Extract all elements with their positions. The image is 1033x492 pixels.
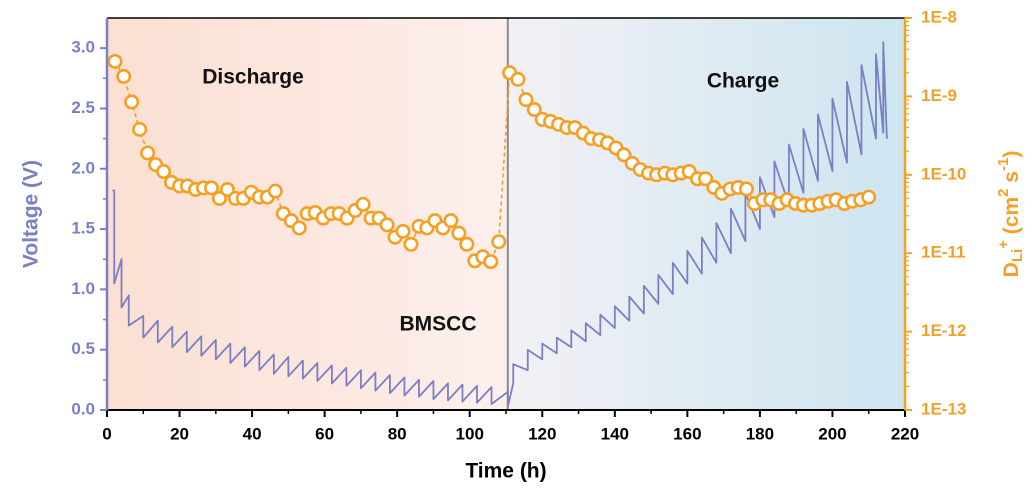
y2-tick-label: 1E-9	[921, 86, 957, 105]
y2-tick-label: 1E-11	[921, 243, 965, 262]
y-tick-label: 2.5	[71, 98, 95, 117]
x-tick-label: 20	[170, 424, 189, 443]
y-tick-label: 1.5	[71, 219, 95, 238]
x-tick-label: 40	[243, 424, 262, 443]
data-point	[443, 213, 459, 229]
annotation: Charge	[707, 70, 779, 93]
x-tick-label: 180	[746, 424, 774, 443]
y2-axis-title-part: )	[1000, 151, 1023, 158]
y2-tick-label: 1E-13	[921, 399, 966, 418]
data-point	[355, 196, 371, 212]
data-point	[403, 236, 419, 252]
data-point	[861, 189, 877, 205]
y2-axis-title: DLi+ (cm2 s-1)	[995, 151, 1026, 278]
y-tick-label: 2.0	[71, 158, 95, 177]
x-tick-label: 120	[528, 424, 556, 443]
y2-axis-title-part: (cm	[1000, 197, 1023, 240]
x-tick-label: 100	[456, 424, 484, 443]
data-point	[107, 53, 123, 69]
x-tick-label: 200	[818, 424, 846, 443]
x-tick-label: 140	[601, 424, 629, 443]
y2-tick-label: 1E-10	[921, 164, 966, 183]
x-tick-label: 220	[891, 424, 919, 443]
data-point	[510, 71, 526, 87]
data-point	[267, 183, 283, 199]
data-point	[451, 225, 467, 241]
y2-axis-title-part: 2	[995, 189, 1012, 197]
y2-tick-label: 1E-8	[921, 7, 957, 26]
data-point	[211, 190, 227, 206]
y-axis-title: Voltage (V)	[20, 160, 43, 268]
y-tick-label: 0.0	[71, 399, 95, 418]
data-point	[483, 254, 499, 270]
x-tick-label: 160	[673, 424, 701, 443]
data-point	[379, 217, 395, 233]
data-point	[156, 164, 172, 180]
data-point	[697, 171, 713, 187]
data-point	[616, 147, 632, 163]
data-point	[132, 121, 148, 137]
y2-axis-title-part: s	[1000, 171, 1023, 189]
charge-region	[507, 18, 905, 410]
data-point	[738, 181, 754, 197]
annotation: BMSCC	[400, 313, 477, 336]
y2-tick-label: 1E-12	[921, 321, 966, 340]
y-tick-label: 0.5	[71, 339, 95, 358]
data-point	[491, 234, 507, 250]
y2-axis-title-part: Li	[1009, 249, 1026, 262]
x-tick-label: 0	[102, 424, 111, 443]
data-point	[395, 223, 411, 239]
y2-axis-title-part: +	[995, 240, 1012, 249]
data-point	[526, 102, 542, 118]
y-tick-label: 3.0	[71, 38, 95, 57]
y2-axis-title-part: -1	[995, 158, 1012, 171]
x-axis-title: Time (h)	[465, 460, 546, 483]
y2-axis-title-part: D	[1000, 262, 1023, 277]
data-point	[518, 92, 534, 108]
x-tick-label: 80	[388, 424, 407, 443]
series-line	[112, 41, 888, 408]
x-tick-label: 60	[315, 424, 334, 443]
data-point	[116, 68, 132, 84]
data-point	[219, 181, 235, 197]
annotation: Discharge	[202, 66, 304, 89]
data-point	[291, 220, 307, 236]
data-point	[203, 180, 219, 196]
data-point	[459, 236, 475, 252]
data-point	[124, 94, 140, 110]
data-point	[140, 145, 156, 161]
y-tick-label: 1.0	[71, 279, 95, 298]
